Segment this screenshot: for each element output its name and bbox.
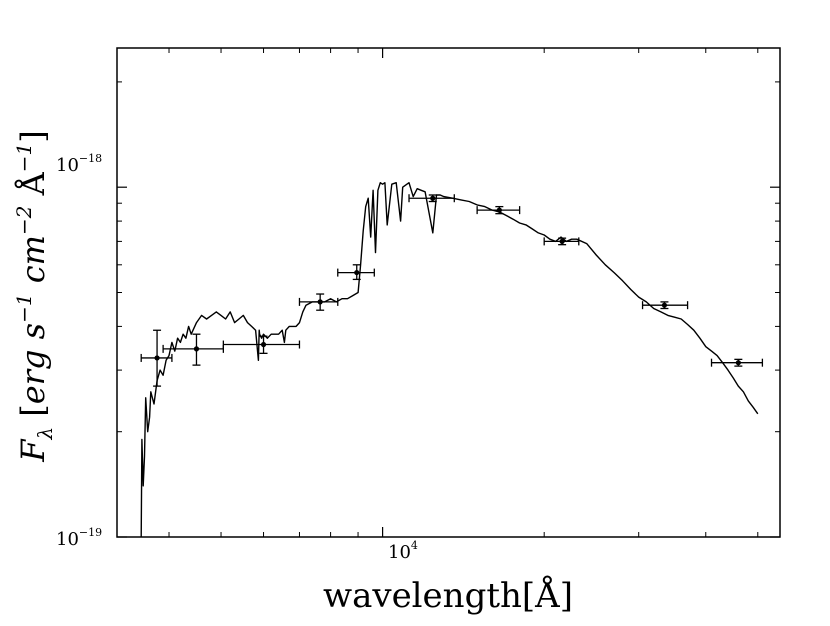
- data-marker: [260, 341, 267, 348]
- data-marker: [354, 269, 360, 276]
- major-ticks: [117, 48, 780, 538]
- data-marker: [154, 355, 160, 361]
- photometry-point: [337, 264, 375, 281]
- ytick-label-1e-19: 10−19: [56, 526, 102, 550]
- data-marker: [735, 360, 741, 366]
- data-marker: [496, 207, 502, 213]
- data-marker: [193, 346, 200, 352]
- xtick-label-1e4: 104: [388, 539, 418, 563]
- plot-frame: [116, 47, 781, 538]
- data-marker: [559, 238, 565, 244]
- photometry-point: [298, 293, 339, 311]
- photometry-point: [408, 194, 455, 203]
- photometry-layer: [140, 194, 764, 387]
- spectrum-line: [140, 182, 759, 538]
- ytick-label-1e-18: 10−18: [56, 152, 102, 176]
- y-axis-label: Fλ [erg s−1 cm−2 Å−1]: [12, 130, 57, 463]
- data-marker: [430, 195, 436, 201]
- photometry-point: [710, 358, 764, 367]
- photometry-point: [222, 335, 301, 354]
- photometry-point: [140, 329, 173, 387]
- photometry-point: [476, 205, 521, 215]
- data-marker: [317, 299, 323, 305]
- minor-ticks: [117, 48, 780, 537]
- x-axis-label: wavelength[Å]: [323, 575, 573, 616]
- photometry-point: [641, 301, 689, 310]
- data-marker: [661, 302, 668, 308]
- spectrum-layer: [140, 182, 759, 538]
- photometry-point: [543, 237, 580, 246]
- photometry-point: [162, 333, 225, 366]
